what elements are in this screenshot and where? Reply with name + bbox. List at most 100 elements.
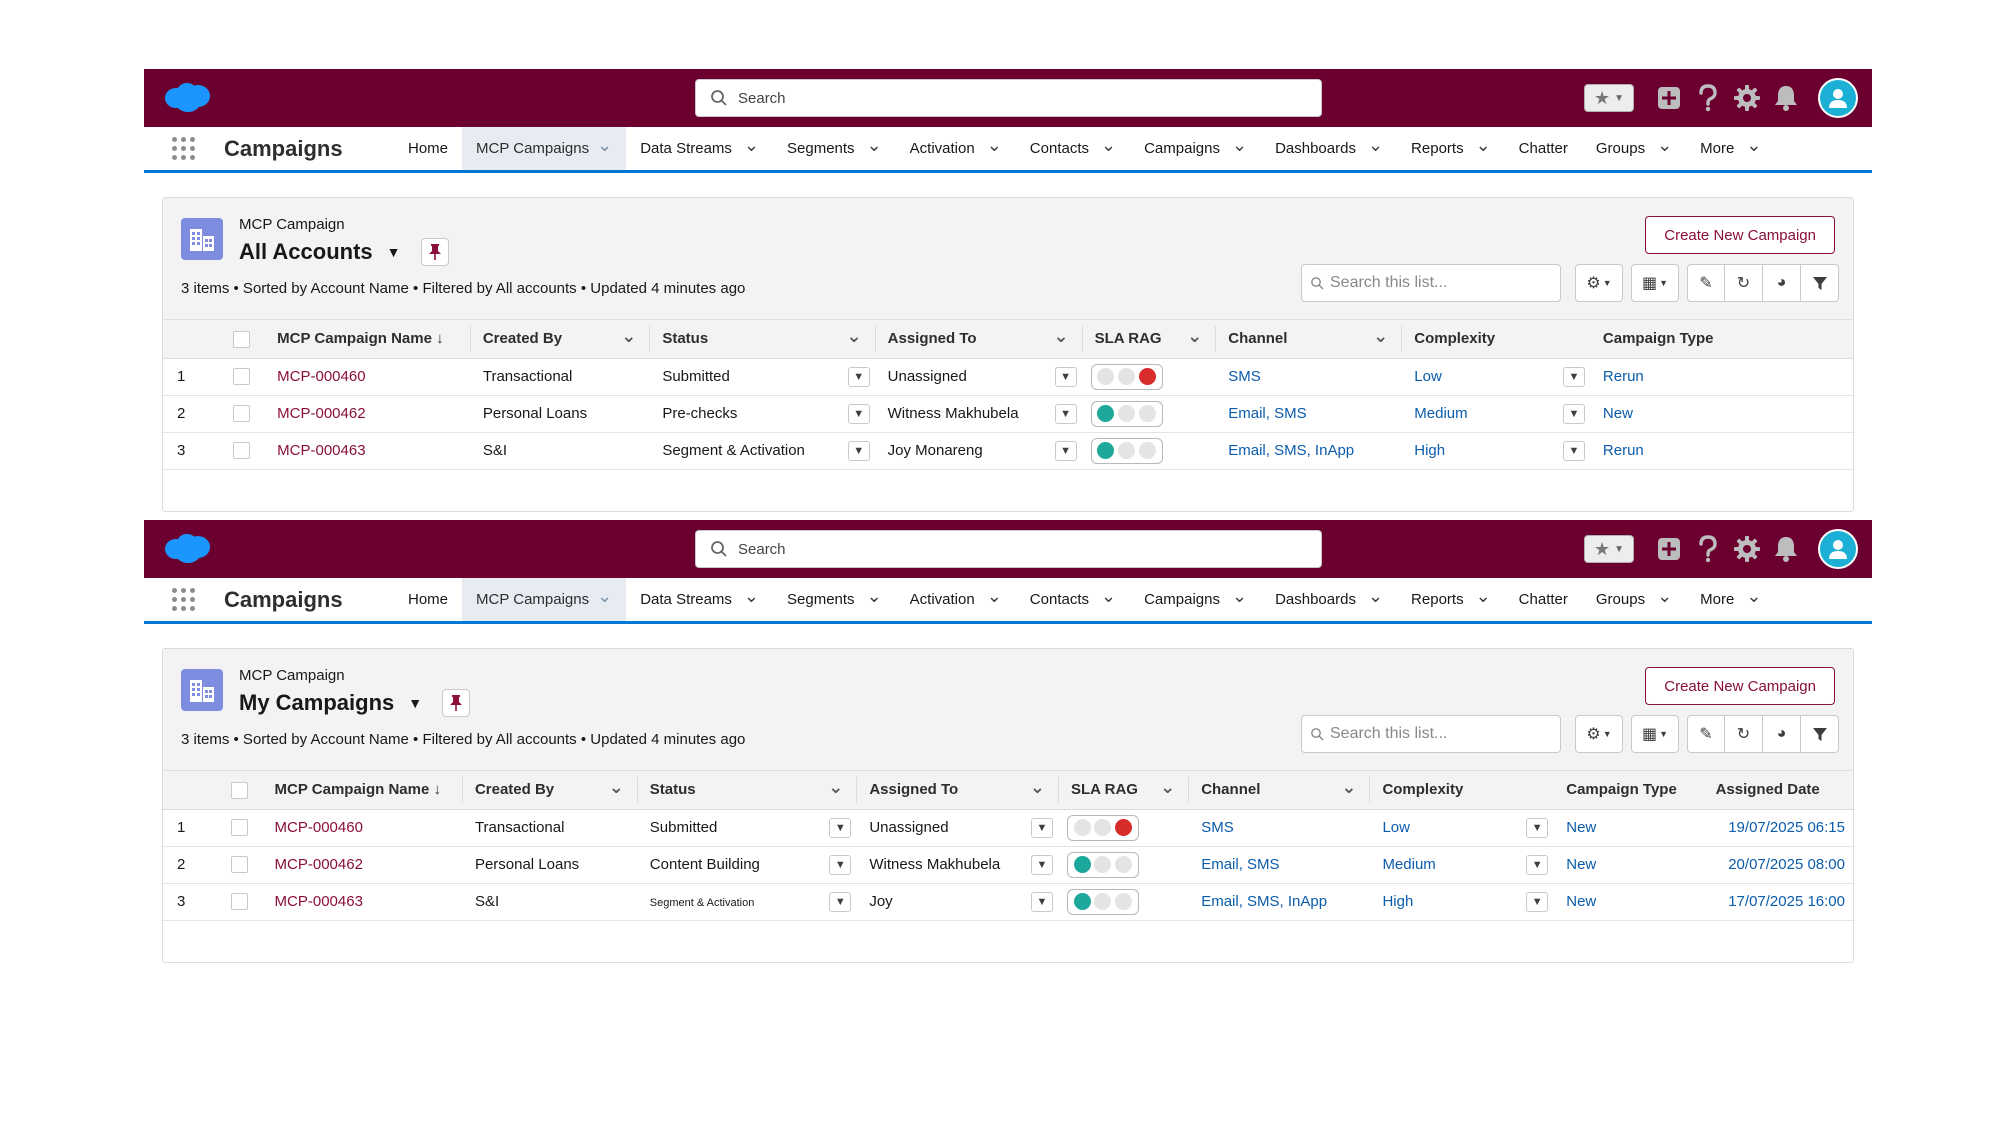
- column-menu-chevron-icon[interactable]: ⌄: [621, 326, 637, 346]
- campaign-name-link[interactable]: MCP-000462: [277, 405, 366, 422]
- campaign-name-link[interactable]: MCP-000462: [274, 856, 363, 873]
- chevron-down-icon[interactable]: ⌄: [743, 585, 760, 606]
- campaign-name-link[interactable]: MCP-000460: [274, 819, 363, 836]
- column-header-assigned-to[interactable]: Assigned To ⌄: [875, 320, 1083, 359]
- complexity-value[interactable]: High: [1414, 442, 1446, 459]
- nav-item-chatter[interactable]: Chatter: [1505, 578, 1582, 621]
- row-action-dropdown-icon[interactable]: ▼: [1526, 817, 1549, 838]
- chevron-down-icon[interactable]: ⌄: [986, 585, 1002, 606]
- charts-pie-icon[interactable]: ◕: [1763, 264, 1801, 302]
- nav-item-segments[interactable]: Segments ⌄: [773, 578, 896, 621]
- column-header-sla-rag[interactable]: SLA RAG ⌄: [1059, 771, 1190, 810]
- user-avatar-icon[interactable]: [1818, 78, 1858, 118]
- column-menu-chevron-icon[interactable]: ⌄: [1160, 777, 1176, 797]
- row-checkbox[interactable]: [232, 405, 250, 423]
- nav-item-dashboards[interactable]: Dashboards ⌄: [1261, 578, 1397, 621]
- add-icon[interactable]: [1654, 534, 1684, 564]
- nav-item-mcp-campaigns[interactable]: MCP Campaigns ⌄: [462, 127, 627, 170]
- list-search-input[interactable]: Search this list...: [1301, 715, 1561, 753]
- nav-item-reports[interactable]: Reports ⌄: [1397, 127, 1505, 170]
- help-icon[interactable]: [1693, 83, 1723, 113]
- favorites-star-icon[interactable]: ★ ▼: [1584, 535, 1634, 563]
- global-search-input[interactable]: Search: [695, 79, 1322, 117]
- column-header-campaign-type[interactable]: Campaign Type: [1590, 320, 1853, 359]
- row-action-dropdown-icon[interactable]: ▼: [829, 817, 852, 838]
- row-action-dropdown-icon[interactable]: ▼: [1031, 854, 1053, 875]
- chevron-down-icon[interactable]: ⌄: [1475, 585, 1491, 606]
- row-action-dropdown-icon[interactable]: ▼: [847, 366, 870, 387]
- table-row[interactable]: 3 MCP-000463 S&I Segment & Activation ▼ Joy M…: [163, 432, 1853, 470]
- column-header-campaign-type[interactable]: Campaign Type: [1554, 771, 1704, 810]
- chevron-down-icon[interactable]: ⌄: [1101, 585, 1117, 606]
- chevron-down-icon[interactable]: ⌄: [1657, 134, 1673, 155]
- nav-item-groups[interactable]: Groups ⌄: [1582, 127, 1686, 170]
- settings-gear-icon[interactable]: [1732, 83, 1762, 113]
- campaign-type-value[interactable]: Rerun: [1602, 442, 1644, 459]
- column-menu-chevron-icon[interactable]: ⌄: [1053, 326, 1069, 346]
- chevron-down-icon[interactable]: ⌄: [1367, 585, 1384, 606]
- list-view-dropdown-icon[interactable]: ▼: [408, 695, 423, 711]
- nav-item-data-streams[interactable]: Data Streams ⌄: [626, 578, 773, 621]
- row-action-dropdown-icon[interactable]: ▼: [1054, 403, 1077, 424]
- pin-list-view-icon[interactable]: [420, 238, 449, 266]
- campaign-type-value[interactable]: New: [1566, 819, 1597, 836]
- list-settings-gear-icon[interactable]: ⚙ ▼: [1575, 264, 1623, 302]
- row-checkbox[interactable]: [231, 856, 249, 874]
- row-action-dropdown-icon[interactable]: ▼: [1562, 366, 1585, 387]
- pin-list-view-icon[interactable]: [442, 689, 471, 717]
- nav-item-home[interactable]: Home: [394, 127, 462, 170]
- column-header-mcp-campaign-name[interactable]: MCP Campaign Name ↓: [265, 320, 471, 359]
- salesforce-cloud-logo[interactable]: [162, 81, 212, 113]
- nav-item-reports[interactable]: Reports ⌄: [1397, 578, 1505, 621]
- row-checkbox[interactable]: [231, 819, 249, 837]
- list-settings-gear-icon[interactable]: ⚙ ▼: [1575, 715, 1623, 753]
- table-row[interactable]: 1 MCP-000460 Transactional Submitted ▼ Unassi…: [163, 809, 1853, 847]
- column-header-complexity[interactable]: Complexity: [1370, 771, 1555, 810]
- complexity-value[interactable]: Medium: [1414, 405, 1468, 422]
- salesforce-cloud-logo[interactable]: [162, 532, 212, 564]
- charts-pie-icon[interactable]: ◕: [1763, 715, 1801, 753]
- chevron-down-icon[interactable]: ⌄: [986, 134, 1002, 155]
- chevron-down-icon[interactable]: ⌄: [866, 134, 882, 155]
- settings-gear-icon[interactable]: [1732, 534, 1762, 564]
- column-menu-chevron-icon[interactable]: ⌄: [1373, 326, 1389, 346]
- refresh-icon[interactable]: ↻: [1725, 715, 1763, 753]
- nav-item-groups[interactable]: Groups ⌄: [1582, 578, 1686, 621]
- edit-list-pencil-icon[interactable]: ✎: [1687, 264, 1725, 302]
- nav-item-activation[interactable]: Activation ⌄: [896, 578, 1016, 621]
- campaign-type-value[interactable]: New: [1566, 856, 1597, 873]
- table-row[interactable]: 3 MCP-000463 S&I Segment & Activation ▼ Joy ▼ E…: [163, 883, 1853, 921]
- column-header-assigned-to[interactable]: Assigned To ⌄: [857, 771, 1059, 810]
- table-row[interactable]: 1 MCP-000460 Transactional Submitted ▼ Unassi…: [163, 358, 1853, 396]
- nav-item-home[interactable]: Home: [394, 578, 462, 621]
- app-launcher-icon[interactable]: [172, 136, 196, 161]
- column-header-status[interactable]: Status ⌄: [650, 320, 876, 359]
- complexity-value[interactable]: Low: [1414, 368, 1442, 385]
- create-new-campaign-button[interactable]: Create New Campaign: [1645, 216, 1835, 254]
- chevron-down-icon[interactable]: ⌄: [1746, 134, 1762, 155]
- nav-item-more[interactable]: More ⌄: [1686, 578, 1775, 621]
- chevron-down-icon[interactable]: ⌄: [1231, 134, 1248, 155]
- column-header-sla-rag[interactable]: SLA RAG ⌄: [1082, 320, 1217, 359]
- nav-item-more[interactable]: More ⌄: [1686, 127, 1775, 170]
- chevron-down-icon[interactable]: ⌄: [1475, 134, 1491, 155]
- nav-item-dashboards[interactable]: Dashboards ⌄: [1261, 127, 1397, 170]
- global-search-input[interactable]: Search: [695, 530, 1322, 568]
- column-menu-chevron-icon[interactable]: ⌄: [828, 777, 844, 797]
- row-action-dropdown-icon[interactable]: ▼: [1526, 891, 1549, 912]
- row-checkbox[interactable]: [232, 368, 250, 386]
- filter-funnel-icon[interactable]: [1801, 715, 1839, 753]
- column-header-channel[interactable]: Channel ⌄: [1189, 771, 1371, 810]
- row-action-dropdown-icon[interactable]: ▼: [829, 891, 852, 912]
- row-action-dropdown-icon[interactable]: ▼: [1562, 403, 1585, 424]
- channel-value[interactable]: Email, SMS: [1201, 856, 1280, 873]
- column-menu-chevron-icon[interactable]: ⌄: [1029, 777, 1045, 797]
- row-action-dropdown-icon[interactable]: ▼: [847, 403, 870, 424]
- chevron-down-icon[interactable]: ⌄: [1231, 585, 1248, 606]
- row-action-dropdown-icon[interactable]: ▼: [847, 440, 870, 461]
- nav-item-chatter[interactable]: Chatter: [1505, 127, 1582, 170]
- filter-funnel-icon[interactable]: [1801, 264, 1839, 302]
- chevron-down-icon[interactable]: ⌄: [743, 134, 760, 155]
- table-row[interactable]: 2 MCP-000462 Personal Loans Content Buildin…: [163, 846, 1853, 884]
- nav-item-activation[interactable]: Activation ⌄: [896, 127, 1016, 170]
